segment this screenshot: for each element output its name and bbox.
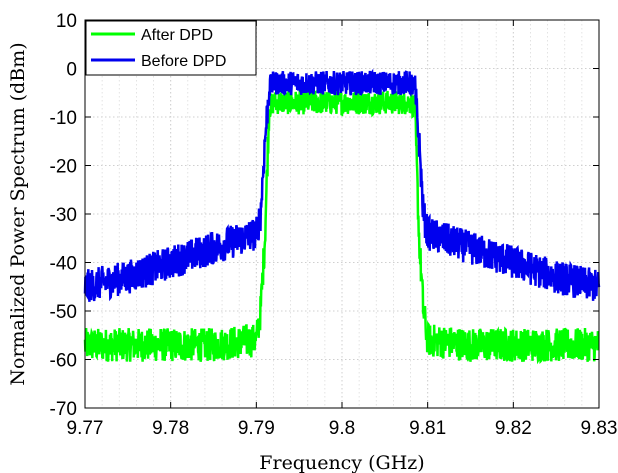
x-tick-label: 9.79 [238,418,275,439]
x-tick-label: 9.77 [67,418,104,439]
y-tick-label: -20 [50,157,77,178]
y-tick-label: 10 [56,11,77,32]
y-tick-label: -40 [50,254,77,275]
legend: After DPD Before DPD [85,20,257,76]
x-tick-label: 9.81 [409,418,446,439]
x-tick-label: 9.78 [152,418,189,439]
y-tick-label: -10 [50,108,77,129]
y-tick-label: -50 [50,302,77,323]
y-axis-title: Normalized Power Spectrum (dBm) [7,42,29,385]
series-group [83,68,601,365]
legend-label-after-dpd: After DPD [141,27,213,44]
x-tick-label: 9.82 [495,418,532,439]
y-tick-label: -60 [50,351,77,372]
y-tick-label: 0 [66,60,77,81]
series-before-dpd-line [83,68,601,302]
y-tick-label: -30 [50,205,77,226]
x-tick-label: 9.83 [581,418,618,439]
legend-box [85,20,257,76]
x-tick-label: 9.8 [329,418,355,439]
x-axis-title: Frequency (GHz) [259,452,424,473]
y-tick-labels: 10 0 -10 -20 -30 -40 -50 -60 -70 [50,11,77,420]
x-tick-labels: 9.77 9.78 9.79 9.8 9.81 9.82 9.83 [67,418,618,439]
y-tick-label: -70 [50,399,77,420]
legend-label-before-dpd: Before DPD [141,53,226,70]
series-after-dpd-line [83,87,600,365]
